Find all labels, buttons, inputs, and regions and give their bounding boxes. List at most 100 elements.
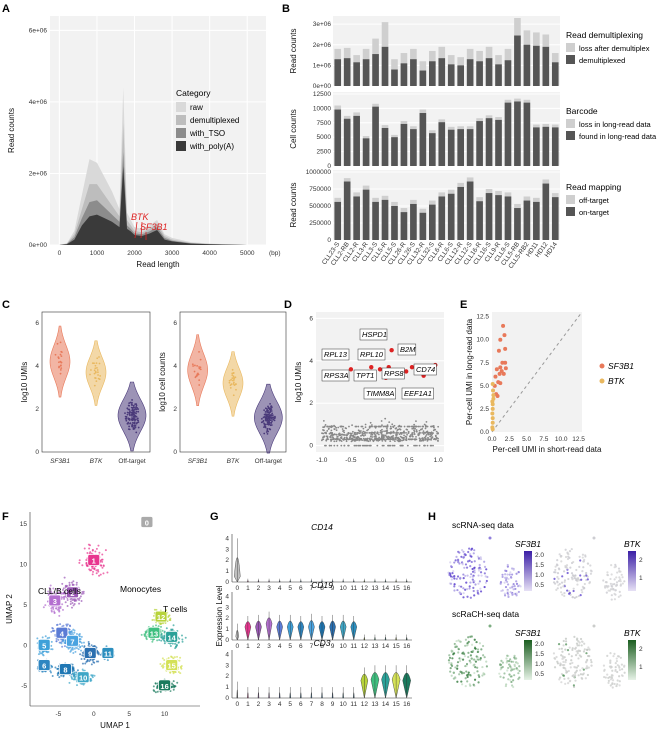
panelH-rach-sf3b1-b [457, 639, 460, 642]
panelD-pt [393, 424, 396, 427]
panelC1-violin-Off-target-pt [132, 412, 135, 415]
panelF-pt-5 [50, 640, 53, 643]
panelH-rna-sf3b1-b [473, 569, 476, 572]
panelF-pt-15 [174, 670, 177, 673]
panelH-rna-btk-t [619, 594, 622, 597]
panelH-rach-btk-b [565, 643, 568, 646]
panelH-rach-sf3b1-b [481, 644, 485, 648]
panelG-xtick-CD19-14: 14 [382, 643, 390, 650]
panelF-clusterbox-6 [37, 659, 51, 671]
panelD-pt [398, 428, 401, 430]
panelH-rna-sf3b1-b [469, 575, 472, 579]
panelH-rna-sf3b1-b [466, 560, 470, 563]
panelH-rach-btk-mono [592, 624, 596, 628]
panelD-pt [361, 432, 364, 434]
panelH-rna-sf3b1-b [478, 580, 482, 583]
panelB2-ytick-5: 12500 [313, 91, 331, 98]
panelA-legend-swatch-2 [176, 128, 186, 138]
panelD-pt [371, 436, 374, 438]
panelB3-bar-main [514, 208, 521, 240]
panelH-rach-btk-t [606, 673, 609, 676]
panelD-pt [403, 434, 405, 437]
panelC1-violin-Off-target-pt [131, 421, 134, 424]
panelD-pt [430, 434, 433, 437]
panelG-xtick-CD14-7: 7 [310, 585, 314, 592]
panelG-xtick-CD19-8: 8 [320, 643, 324, 650]
panelH-rach-btk-b [564, 637, 568, 640]
panelH-rna-sf3b1-t [514, 587, 517, 591]
panelF-ylabel: UMAP 2 [5, 594, 14, 624]
panelD-pt [347, 444, 350, 447]
panelF-pt-5 [50, 644, 53, 647]
panelF-xlabel: UMAP 1 [100, 721, 130, 730]
panelH-scale-rna-btk-1: 1 [639, 575, 643, 582]
panelC1-violin-Off-target-pt [127, 421, 130, 424]
panelF-pt-16 [159, 690, 162, 693]
panelD-pt [360, 434, 362, 437]
panelG-ytick-CD3-3: 3 [225, 662, 229, 669]
panelE-xtick-7.5: 7.5 [539, 436, 548, 443]
panelH-rach-btk-t [614, 669, 617, 673]
panelD-pt [430, 438, 432, 441]
panelB2-ytick-4: 10000 [313, 105, 331, 112]
panelD-pt [415, 436, 417, 438]
panelH-scale-rna-sf3b1-0.5: 0.5 [535, 582, 544, 589]
panelH-rach-btk-b [570, 659, 573, 662]
panelE-pt-sf3b1 [494, 367, 499, 372]
panelH-rna-sf3b1-b [483, 560, 486, 563]
panelH-rach-sf3b1-t [505, 683, 508, 686]
panelH-rach-btk-t [623, 664, 626, 667]
panelC2-ytick-0: 0 [173, 449, 177, 456]
panelH-rach-sf3b1-t [510, 680, 513, 684]
panelC2-violin-Off-target-pt [268, 412, 271, 414]
panelD-pt [354, 432, 357, 434]
panelF-clusterbox-13 [147, 626, 161, 639]
panelC2-violin-Off-target-pt [264, 426, 267, 429]
panelD-pt [357, 425, 360, 428]
panelC2-violin-Off-target-pt [269, 402, 271, 405]
panelD-pt [426, 444, 429, 447]
panelD-labelbox-TPT1 [353, 369, 377, 382]
panelA-ytick-0e+00: 0e+00 [29, 242, 48, 249]
panelF-pt-2 [79, 595, 82, 598]
panelH-rach-btk-t [616, 683, 619, 686]
panelB1-bar-main [391, 69, 398, 86]
panelG-xtick-CD19-0: 0 [235, 643, 239, 650]
panelF-pt-2 [72, 580, 75, 583]
panelB2-bar-main [514, 101, 521, 166]
panelB2-bar-main [334, 109, 342, 166]
panelC1-violin-BTK-pt [93, 372, 96, 375]
panelH-rach-btk-t [609, 659, 612, 662]
panelC2-ytick-6: 6 [173, 320, 177, 327]
panelD-ytick-6: 6 [309, 315, 313, 322]
panelD-pt [351, 430, 354, 433]
panelB3-bar-main [447, 193, 455, 240]
panelF-pt-8 [58, 676, 61, 679]
panelA-xlabel: Read length [136, 260, 179, 269]
panelH-rna-sf3b1-b [474, 583, 477, 586]
panelH-rna-btk-b [579, 559, 582, 562]
panelH-rna-sf3b1-b [486, 575, 489, 579]
panelH-rna-btk-b [579, 594, 582, 597]
panelH-rna-sf3b1-b [483, 565, 487, 569]
panelF-pt-14 [161, 637, 164, 640]
panelF-pt-9 [99, 653, 102, 656]
panelC2-violin-Off-target-pt [267, 421, 270, 424]
panelH-rna-btk-b [563, 580, 566, 584]
panelF-pt-9 [87, 644, 90, 647]
panelF-pt-1 [86, 551, 89, 554]
panelE-pt-btk [490, 416, 495, 421]
panelH-rna-sf3b1-t [501, 573, 504, 576]
panelD-pt [394, 427, 397, 430]
panelD-pt [338, 434, 341, 437]
panelH-rach-btk-b [576, 644, 579, 647]
panelF-pt-15 [163, 658, 166, 661]
panelC1-violin-BTK-pt [96, 357, 99, 360]
panelD-pt [328, 427, 330, 430]
panelF-pt-5 [40, 652, 43, 655]
panelD-pt [384, 434, 387, 437]
panelB1-bar-main [381, 46, 389, 86]
panelF-pt-1 [91, 573, 94, 576]
panelF-pt-14 [174, 647, 177, 650]
panelF-pt-1 [102, 564, 105, 567]
